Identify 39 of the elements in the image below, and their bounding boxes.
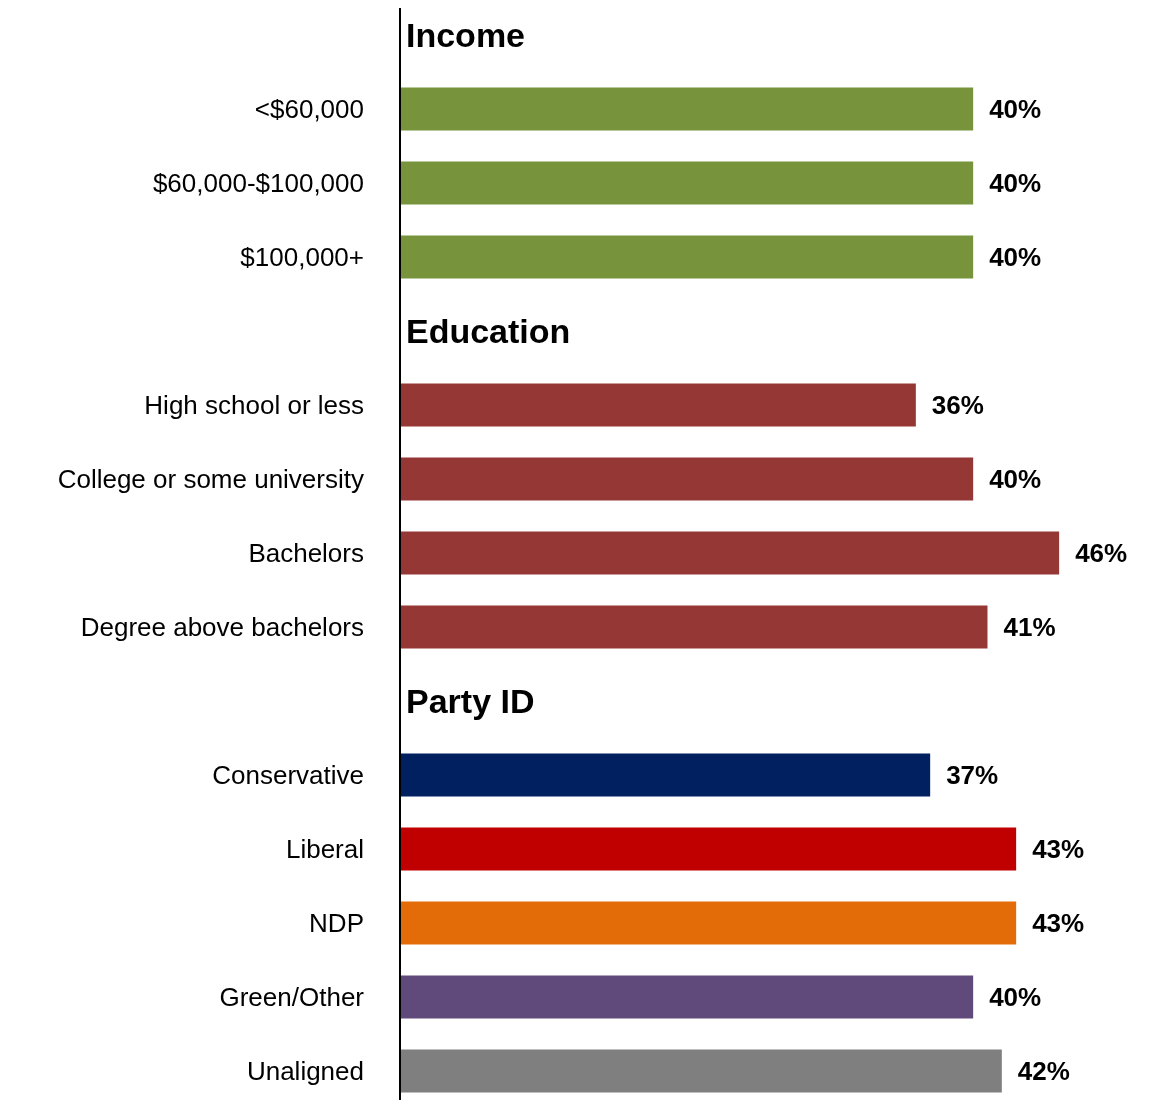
y-tick-label: $100,000+ <box>240 242 364 272</box>
data-label: 43% <box>1032 908 1085 939</box>
bar <box>400 1049 1002 1093</box>
bar <box>400 901 1017 945</box>
data-label: 37% <box>946 760 999 791</box>
bar <box>400 753 931 797</box>
y-tick-label: $60,000-$100,000 <box>152 168 364 198</box>
bar <box>400 383 916 427</box>
bar <box>400 235 974 279</box>
y-tick-label: Bachelors <box>248 538 364 568</box>
bar <box>400 605 988 649</box>
data-label: 36% <box>931 390 984 421</box>
y-tick-label: <$60,000 <box>254 94 364 124</box>
data-label: 40% <box>989 168 1042 199</box>
bar <box>400 87 974 131</box>
y-tick-label: Degree above bachelors <box>80 612 364 642</box>
data-label: 43% <box>1032 834 1085 865</box>
data-label: 42% <box>1017 1056 1070 1087</box>
y-tick-label: High school or less <box>144 390 364 420</box>
data-label: 40% <box>989 464 1042 495</box>
y-tick-label: Unaligned <box>246 1056 364 1086</box>
y-tick-label: College or some university <box>57 464 364 494</box>
annotation: Party ID <box>406 682 535 720</box>
bar <box>400 161 974 205</box>
bar <box>400 531 1060 575</box>
annotation: Income <box>406 16 526 54</box>
data-label: 40% <box>989 242 1042 273</box>
y-tick-label: Green/Other <box>219 982 365 1012</box>
y-tick-label: Liberal <box>285 834 364 864</box>
y-tick-label: NDP <box>309 908 364 938</box>
data-label: 40% <box>989 94 1042 125</box>
bar <box>400 457 974 501</box>
annotation: Education <box>406 312 571 350</box>
bar <box>400 975 974 1019</box>
y-tick-label: Conservative <box>212 760 364 790</box>
data-label: 46% <box>1075 538 1128 569</box>
bar <box>400 827 1017 871</box>
data-label: 40% <box>989 982 1042 1013</box>
data-label: 41% <box>1003 612 1056 643</box>
